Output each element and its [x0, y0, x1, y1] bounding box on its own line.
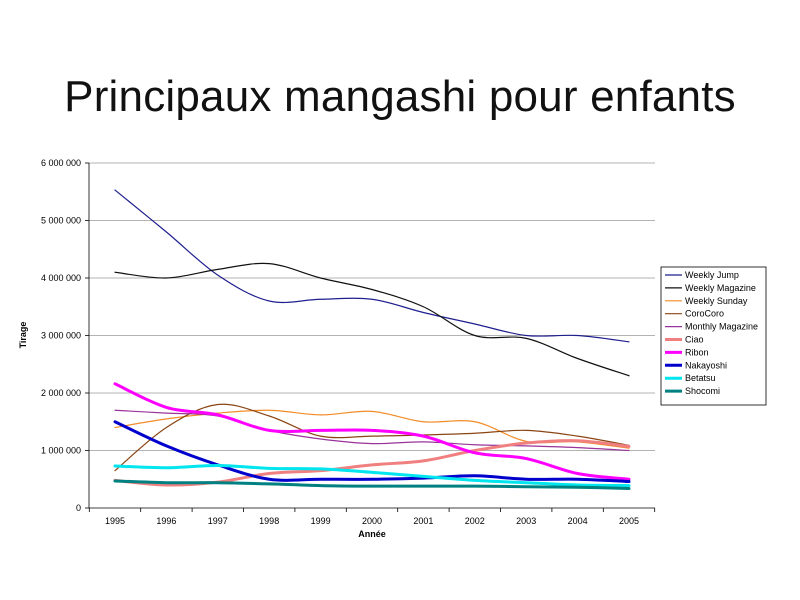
- legend: Weekly Jump Weekly Magazine Weekly Sunday C…: [660, 266, 767, 406]
- y-tick-label: 5 000 000: [41, 216, 81, 226]
- x-tick-label: 2004: [568, 516, 588, 526]
- x-tick-label: 2005: [619, 516, 639, 526]
- x-tick-label: 1998: [259, 516, 279, 526]
- legend-label-monthly-magazine: Monthly Magazine: [685, 322, 758, 332]
- series-line-ribon: [113, 382, 631, 481]
- x-tick-label: 1999: [311, 516, 331, 526]
- legend-box: [660, 266, 767, 406]
- legend-label-betatsu: Betatsu: [685, 373, 716, 383]
- series-line-monthly-magazine: [114, 409, 630, 452]
- legend-label-weekly-magazine: Weekly Magazine: [685, 283, 756, 293]
- x-tick-label: 2000: [362, 516, 382, 526]
- legend-label-shocomi: Shocomi: [685, 386, 720, 396]
- legend-label-weekly-sunday: Weekly Sunday: [685, 296, 748, 306]
- x-tick-label: 2003: [516, 516, 536, 526]
- series-line-nakayoshi: [113, 420, 631, 484]
- x-axis-title: Année: [358, 529, 386, 539]
- legend-label-weekly-jump: Weekly Jump: [685, 270, 739, 280]
- x-tick-label: 2001: [413, 516, 433, 526]
- series-line-betatsu: [113, 463, 631, 488]
- legend-label-ciao: Ciao: [685, 335, 704, 345]
- y-axis-title: Tirage: [18, 322, 28, 349]
- x-tick-label: 1995: [105, 516, 125, 526]
- gridlines: [89, 162, 655, 451]
- legend-label-ribon: Ribon: [685, 347, 709, 357]
- legend-label-nakayoshi: Nakayoshi: [685, 360, 727, 370]
- x-tick-label: 2002: [465, 516, 485, 526]
- y-tick-label: 2 000 000: [41, 388, 81, 398]
- x-tick-label: 1997: [208, 516, 228, 526]
- chart-title: Principaux mangashi pour enfants: [64, 72, 736, 121]
- legend-label-corocoro: CoroCoro: [685, 309, 724, 319]
- series-line-corocoro: [114, 403, 630, 472]
- y-tick-label: 0: [76, 503, 81, 513]
- y-tick-label: 6 000 000: [41, 158, 81, 168]
- y-tick-label: 1 000 000: [41, 446, 81, 456]
- y-tick-label: 3 000 000: [41, 331, 81, 341]
- series-lines: [113, 189, 631, 490]
- x-tick-label: 1996: [156, 516, 176, 526]
- y-tick-label: 4 000 000: [41, 273, 81, 283]
- series-line-weekly-jump: [114, 189, 630, 343]
- series-line-shocomi: [113, 479, 631, 490]
- axes: 0 1 000 000 2 000 000 3 000 000 4 000 000 5 0…: [41, 158, 656, 526]
- series-line-weekly-magazine: [114, 262, 630, 377]
